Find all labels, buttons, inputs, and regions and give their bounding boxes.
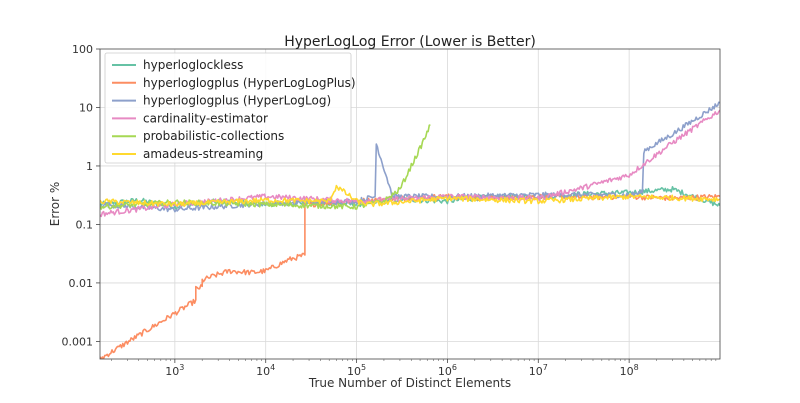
series-line-1 — [100, 193, 720, 359]
x-tick-label: 107 — [529, 363, 548, 378]
series-line-3 — [100, 109, 720, 218]
legend-label-0: hyperloglockless — [143, 58, 243, 72]
y-tick-label: 0.1 — [76, 218, 94, 231]
x-tick-label: 108 — [620, 363, 639, 378]
legend: hyperloglockless hyperloglogplus (HyperLo… — [104, 52, 356, 164]
x-axis: 103 104 105 106 107 108 — [111, 359, 717, 378]
x-axis-label: True Number of Distinct Elements — [308, 376, 511, 390]
y-tick-label: 0.001 — [62, 335, 94, 348]
x-tick-label: 106 — [438, 363, 457, 378]
series-layer — [100, 101, 720, 359]
x-tick-label: 105 — [347, 363, 366, 378]
y-tick-label: 1 — [86, 160, 93, 173]
legend-label-2: hyperloglogplus (HyperLogLog) — [143, 94, 331, 108]
legend-label-3: cardinality-estimator — [143, 111, 268, 125]
series-line-5 — [100, 184, 720, 208]
y-axis: 0.001 0.01 0.1 1 10 100 — [62, 43, 100, 348]
legend-label-5: amadeus-streaming — [143, 147, 263, 161]
y-tick-label: 100 — [72, 43, 93, 56]
legend-box — [104, 52, 352, 164]
plot-frame — [99, 48, 721, 360]
x-tick-label: 103 — [165, 363, 184, 378]
chart-title: HyperLogLog Error (Lower is Better) — [284, 34, 536, 50]
y-axis-label: Error % — [48, 182, 62, 226]
legend-label-4: probabilistic-collections — [143, 129, 284, 143]
x-tick-label: 104 — [256, 363, 275, 378]
legend-label-1: hyperloglogplus (HyperLogLogPlus) — [143, 76, 356, 90]
y-tick-label: 10 — [79, 101, 93, 114]
y-tick-label: 0.01 — [69, 277, 94, 290]
